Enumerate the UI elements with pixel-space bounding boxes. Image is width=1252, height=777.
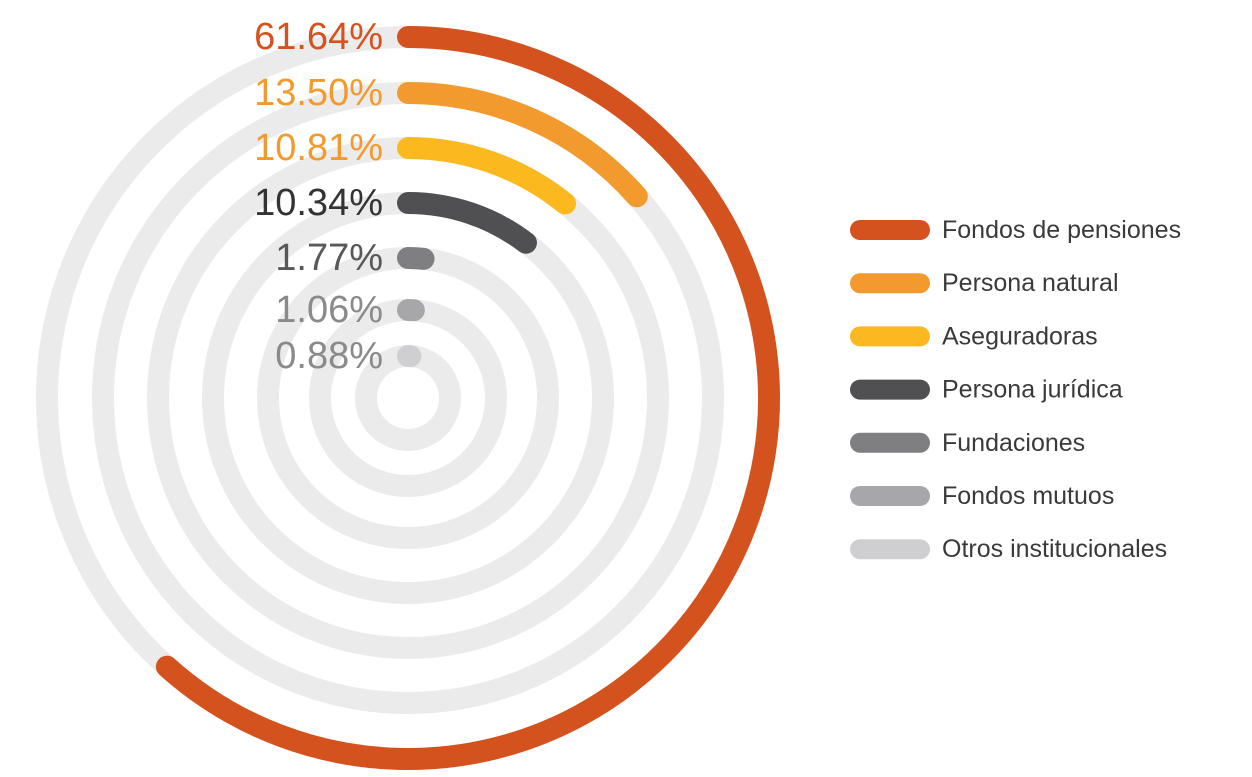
radial-bar	[155, 26, 780, 770]
radial-bar	[397, 247, 435, 270]
legend-label: Persona natural	[942, 269, 1119, 297]
track-ring	[147, 137, 669, 659]
legend-label: Fondos mutuos	[942, 482, 1114, 510]
value-label: 1.77%	[275, 237, 383, 279]
value-label: 61.64%	[254, 16, 383, 58]
value-label: 10.34%	[254, 182, 383, 224]
legend-label: Fondos de pensiones	[942, 216, 1181, 244]
legend-label: Fundaciones	[942, 429, 1085, 457]
radial-bar	[397, 137, 577, 215]
value-label: 0.88%	[275, 335, 383, 377]
value-label: 10.81%	[254, 127, 383, 169]
radial-bar	[397, 192, 537, 254]
legend-label: Aseguradoras	[942, 322, 1098, 350]
value-label: 13.50%	[254, 72, 383, 114]
value-label: 1.06%	[275, 289, 383, 331]
legend-label: Otros institucionales	[942, 535, 1167, 563]
legend-label: Persona jurídica	[942, 376, 1123, 404]
radial-bar	[397, 82, 648, 208]
